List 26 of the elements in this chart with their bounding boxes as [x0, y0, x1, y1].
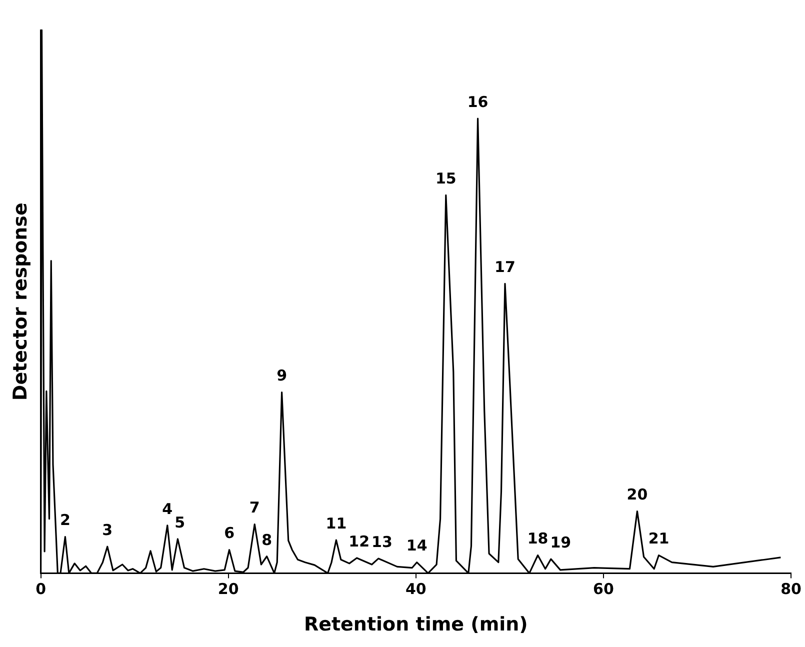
x-tick-label: 40 [405, 580, 426, 598]
annotation: 11 [326, 514, 347, 532]
x-tick-label: 60 [593, 580, 614, 598]
annotation: 12 [348, 532, 370, 550]
annotation: 4 [162, 500, 173, 518]
annotation: 20 [626, 486, 648, 504]
x-tick-label: 80 [780, 580, 802, 598]
y-axis-title: Detector response [9, 202, 32, 401]
annotation: 3 [102, 520, 113, 539]
annotation: 14 [406, 536, 428, 555]
x-tick-label: 20 [218, 580, 239, 598]
annotation: 13 [372, 532, 392, 551]
x-tick-label: 0 [36, 580, 46, 598]
annotation: 19 [550, 533, 572, 552]
annotation: 8 [262, 530, 272, 549]
annotation: 15 [435, 170, 456, 188]
annotation: 2 [60, 511, 70, 530]
annotation: 5 [174, 513, 186, 532]
annotation: 18 [527, 530, 548, 548]
annotation: 7 [249, 498, 260, 517]
annotation: 6 [224, 524, 235, 542]
annotation: 21 [648, 530, 670, 548]
annotation: 16 [467, 92, 488, 111]
annotation: 17 [494, 258, 516, 276]
x-axis-title: Retention time (min) [304, 614, 528, 636]
annotation: 9 [276, 366, 288, 385]
